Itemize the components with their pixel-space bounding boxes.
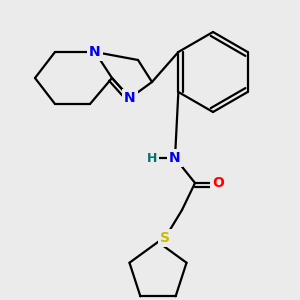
Text: N: N <box>89 45 101 59</box>
Text: N: N <box>169 151 181 165</box>
Text: O: O <box>212 176 224 190</box>
Text: S: S <box>160 231 170 245</box>
Text: H: H <box>147 152 157 164</box>
Text: N: N <box>124 91 136 105</box>
